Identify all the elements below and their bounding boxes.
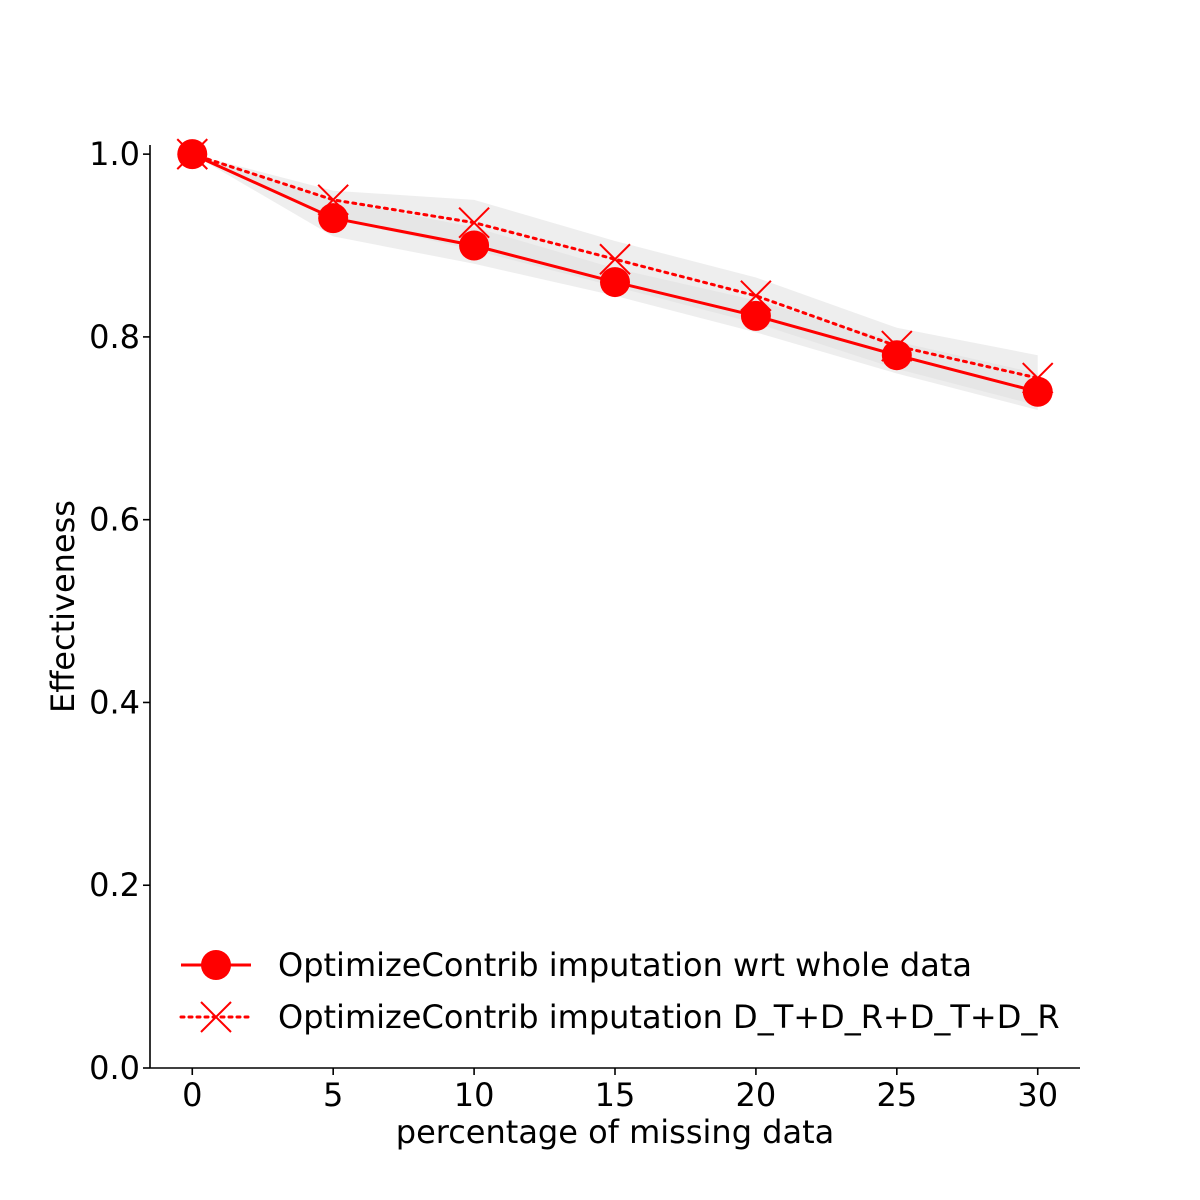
legend-marker-circle <box>201 950 231 980</box>
data-point-circle <box>881 340 912 371</box>
y-tick-label: 0.4 <box>89 683 140 721</box>
y-tick-label: 0.2 <box>89 866 140 904</box>
data-point-x <box>599 243 631 275</box>
data-point-x <box>317 184 349 216</box>
x-tick-label: 10 <box>454 1076 495 1114</box>
data-point-circle <box>459 230 490 261</box>
x-axis-label: percentage of missing data <box>396 1113 835 1151</box>
x-tick-label: 30 <box>1017 1076 1058 1114</box>
y-tick-label: 0.6 <box>89 501 140 539</box>
data-point-x <box>458 206 490 239</box>
data-point-circle <box>600 267 630 298</box>
y-axis-label: Effectiveness <box>44 500 82 713</box>
data-point-circle <box>740 300 771 331</box>
x-tick-label: 15 <box>595 1076 636 1114</box>
x-tick-label: 0 <box>182 1076 202 1114</box>
data-point-x <box>881 330 913 362</box>
x-tick-label: 20 <box>736 1076 777 1114</box>
data-point-x <box>740 280 772 312</box>
legend-label: OptimizeContrib imputation wrt whole dat… <box>278 946 972 984</box>
legend-entry-1: OptimizeContrib imputation wrt whole dat… <box>181 946 972 984</box>
data-point-x <box>1022 362 1054 394</box>
y-tick-label: 0.8 <box>89 318 140 356</box>
x-tick-label: 25 <box>876 1076 917 1114</box>
axis-ticks: 0 5 10 15 20 25 30 0.0 0.2 0.4 0.6 0.8 1.0 <box>89 135 1058 1114</box>
series-markers <box>176 138 1054 407</box>
data-point-circle <box>318 203 349 234</box>
legend-marker-x <box>200 1001 232 1033</box>
data-point-x <box>176 138 208 170</box>
legend-label: OptimizeContrib imputation D_T+D_R+D_T+D… <box>278 998 1060 1036</box>
data-point-circle <box>1022 376 1053 407</box>
y-tick-label: 1.0 <box>89 135 140 173</box>
legend-entry-2: OptimizeContrib imputation D_T+D_R+D_T+D… <box>179 998 1060 1036</box>
legend: OptimizeContrib imputation wrt whole dat… <box>179 946 1060 1036</box>
x-tick-label: 5 <box>323 1076 343 1114</box>
y-tick-label: 0.0 <box>89 1049 140 1087</box>
